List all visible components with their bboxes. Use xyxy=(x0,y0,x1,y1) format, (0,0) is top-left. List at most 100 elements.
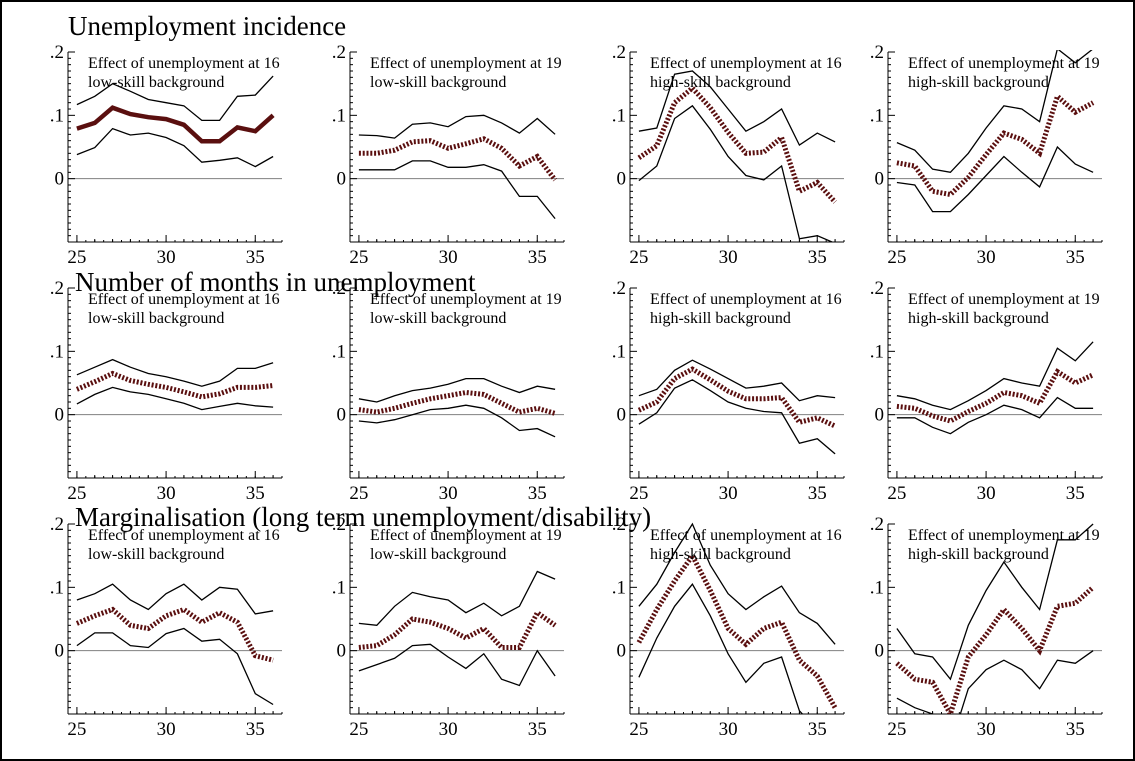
panel-label: Effect of unemployment at 19 xyxy=(370,527,562,544)
y-tick-label: .2 xyxy=(870,42,884,63)
estimate-line xyxy=(358,389,556,416)
y-tick-label: 0 xyxy=(617,641,627,662)
panel: .2 .1 0 25 30 35 Effect of unemployment at 19 h… xyxy=(870,42,1103,268)
lower-band-line xyxy=(358,404,556,438)
series-group xyxy=(358,570,557,687)
lower-band-line xyxy=(358,643,556,687)
series-group xyxy=(75,583,274,706)
x-tick-label: 25 xyxy=(67,483,86,504)
lower-band-line xyxy=(358,160,556,220)
panel-label: Effect of unemployment at 19 xyxy=(370,55,562,72)
panel-label: low-skill background xyxy=(88,310,224,327)
y-tick-label: .1 xyxy=(332,105,346,126)
panel: .2 .1 0 25 30 35 Effect of unemployment at 16 h… xyxy=(612,42,845,268)
panel: .2 .1 0 25 30 35 Effect of unemployment at 19 l… xyxy=(332,514,565,740)
y-tick-label: 0 xyxy=(337,641,347,662)
y-tick-label: .1 xyxy=(870,341,884,362)
estimate-line xyxy=(358,608,557,650)
x-tick-label: 25 xyxy=(629,719,648,740)
panel-label: Effect of unemployment at 16 xyxy=(88,527,280,544)
x-tick-label: 30 xyxy=(157,719,176,740)
x-tick-label: 30 xyxy=(439,247,458,268)
panel-label: Effect of unemployment at 16 xyxy=(650,527,842,544)
y-tick-label: .2 xyxy=(50,42,64,63)
row-title: Marginalisation (long term unemployment/… xyxy=(75,502,651,532)
x-tick-label: 35 xyxy=(808,483,827,504)
y-tick-label: .2 xyxy=(612,514,626,535)
panel-label: high-skill background xyxy=(650,546,791,563)
series-group xyxy=(896,341,1095,435)
lower-band-line xyxy=(638,379,836,455)
series-group xyxy=(637,70,837,242)
lower-band-line xyxy=(638,583,804,714)
x-tick-label: 35 xyxy=(1066,247,1085,268)
series-group xyxy=(896,50,1095,213)
x-tick-label: 25 xyxy=(887,247,906,268)
estimate-line xyxy=(76,105,275,144)
y-tick-label: .2 xyxy=(870,278,884,299)
x-tick-label: 35 xyxy=(246,719,265,740)
x-tick-label: 25 xyxy=(349,719,368,740)
panel: .2 .1 0 25 30 35 Effect of unemployment at 16 l… xyxy=(50,42,283,268)
upper-band-line xyxy=(638,359,836,402)
upper-band-line xyxy=(358,570,556,626)
x-tick-label: 25 xyxy=(629,247,648,268)
panel-label: Effect of unemployment at 19 xyxy=(370,291,562,308)
panel-label: high-skill background xyxy=(908,74,1049,91)
panel: .2 .1 0 25 30 35 Effect of unemployment at 16 l… xyxy=(50,514,283,740)
upper-band-line xyxy=(896,50,1093,174)
x-tick-label: 30 xyxy=(157,483,176,504)
panel: .2 .1 0 25 30 35 Effect of unemployment at 19 h… xyxy=(870,514,1103,740)
series-group xyxy=(358,377,556,438)
y-tick-label: .2 xyxy=(332,42,346,63)
x-tick-label: 35 xyxy=(808,247,827,268)
y-tick-label: 0 xyxy=(55,641,65,662)
series-group xyxy=(895,523,1095,714)
x-tick-label: 30 xyxy=(439,719,458,740)
estimate-line xyxy=(896,91,1095,198)
estimate-line xyxy=(75,370,274,400)
panel-label: high-skill background xyxy=(650,310,791,327)
y-tick-label: 0 xyxy=(337,405,347,426)
estimate-line xyxy=(75,606,274,663)
y-tick-label: .2 xyxy=(50,514,64,535)
upper-band-line xyxy=(76,583,274,615)
x-tick-label: 30 xyxy=(439,483,458,504)
x-tick-label: 35 xyxy=(1066,719,1085,740)
y-tick-label: .2 xyxy=(870,514,884,535)
estimate-line xyxy=(895,585,1095,714)
series-group xyxy=(358,114,558,220)
x-tick-label: 35 xyxy=(808,719,827,740)
upper-band-line xyxy=(358,377,556,403)
row-title: Unemployment incidence xyxy=(68,11,346,41)
upper-band-line xyxy=(638,522,836,645)
lower-band-line xyxy=(896,145,1094,213)
row-title: Number of months in unemployment xyxy=(75,267,476,297)
y-tick-label: .1 xyxy=(50,105,64,126)
x-tick-label: 30 xyxy=(719,247,738,268)
lower-band-line xyxy=(76,627,274,706)
x-tick-label: 25 xyxy=(887,719,906,740)
x-tick-label: 25 xyxy=(349,483,368,504)
lower-band-line xyxy=(638,104,834,242)
x-tick-label: 25 xyxy=(67,719,86,740)
y-tick-label: .2 xyxy=(50,278,64,299)
panel-label: Effect of unemployment at 19 xyxy=(908,291,1100,308)
x-tick-label: 30 xyxy=(977,483,996,504)
x-tick-label: 30 xyxy=(977,719,996,740)
y-tick-label: .1 xyxy=(870,105,884,126)
upper-band-line xyxy=(76,75,274,122)
panel-label: Effect of unemployment at 16 xyxy=(650,291,842,308)
x-tick-label: 30 xyxy=(157,247,176,268)
upper-band-line xyxy=(76,358,274,387)
panel-label: low-skill background xyxy=(370,546,506,563)
upper-band-line xyxy=(358,114,556,139)
series-group xyxy=(75,358,274,411)
y-tick-label: 0 xyxy=(55,169,65,190)
upper-band-line xyxy=(896,341,1094,411)
x-tick-label: 35 xyxy=(246,247,265,268)
x-tick-label: 30 xyxy=(977,247,996,268)
y-tick-label: .1 xyxy=(50,341,64,362)
panel-label: low-skill background xyxy=(370,310,506,327)
panel-label: high-skill background xyxy=(908,310,1049,327)
